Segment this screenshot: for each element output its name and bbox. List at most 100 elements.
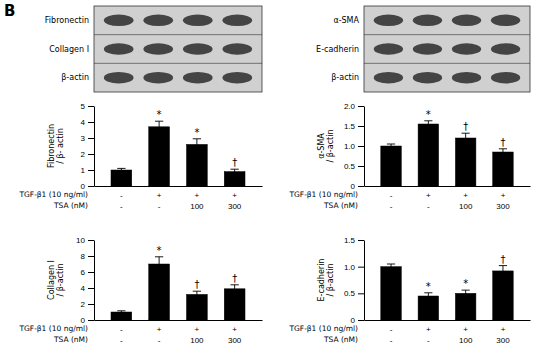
x-tick: + xyxy=(501,191,506,200)
bar xyxy=(381,267,402,320)
x-tick: + xyxy=(157,325,162,334)
plot-area xyxy=(381,264,513,320)
significance-symbol: * xyxy=(463,278,468,289)
x-axis-row: --100300 xyxy=(120,202,242,211)
x-tick-label: - xyxy=(120,325,123,334)
y-tick: 4 xyxy=(81,284,94,293)
blot-band xyxy=(413,15,442,26)
x-axis-line xyxy=(365,186,531,187)
x-tick: + xyxy=(195,191,200,200)
blot-image xyxy=(94,6,262,92)
x-tick-label: - xyxy=(390,191,393,200)
blot-label: Fibronectin xyxy=(45,16,89,25)
bar xyxy=(224,289,245,320)
y-tick-mark xyxy=(88,154,94,155)
x-tick-label: 300 xyxy=(228,336,242,345)
y-tick-mark xyxy=(358,320,364,321)
error-bar xyxy=(387,144,395,148)
error-bar xyxy=(117,168,125,171)
blot-band xyxy=(183,72,213,83)
x-tick: 100 xyxy=(190,336,204,345)
blot-label: β-actin xyxy=(61,73,89,82)
blot-image xyxy=(364,6,530,92)
blot: α-SMAE-cadherinβ-actin xyxy=(316,6,530,92)
plot-area xyxy=(111,121,245,186)
x-row-title: TSA (nM) xyxy=(323,201,358,210)
blot-band xyxy=(491,72,520,83)
bar xyxy=(493,152,514,186)
x-tick-label: + xyxy=(195,191,200,200)
significance-symbol: * xyxy=(194,127,199,138)
bar xyxy=(111,170,132,186)
x-tick-label: 100 xyxy=(190,202,204,211)
y-tick-mark xyxy=(88,170,94,171)
y-tick-label: 3 xyxy=(81,134,86,143)
y-axis-line xyxy=(94,107,95,187)
x-axis-row: --100300 xyxy=(390,336,510,345)
y-axis-line xyxy=(364,241,365,321)
y-tick-mark xyxy=(88,122,94,123)
bar xyxy=(455,138,476,186)
error-bar xyxy=(230,285,238,293)
y-axis-title: α-SMA/ β-actin xyxy=(317,130,335,163)
y-tick-label: 10 xyxy=(76,236,85,245)
blot-band xyxy=(413,43,442,54)
y-tick-label: 6 xyxy=(81,268,86,277)
x-tick: - xyxy=(427,336,430,345)
x-tick: 300 xyxy=(228,202,242,211)
y-tick-mark xyxy=(88,240,94,241)
error-bar xyxy=(193,139,201,150)
x-row-title: TGF-β1 (10 ng/ml) xyxy=(288,190,358,199)
y-axis: 0246810 xyxy=(76,236,94,325)
bar-panel: 00.51.01.52.0α-SMA/ β-actin-+++TGF-β1 (1… xyxy=(288,102,530,211)
x-row-title: TSA (nM) xyxy=(53,201,88,210)
x-row-title: TGF-β1 (10 ng/ml) xyxy=(18,324,88,333)
y-tick: 2 xyxy=(81,300,94,309)
x-tick: - xyxy=(390,202,393,211)
x-tick: + xyxy=(463,325,468,334)
y-tick-label: 1.5 xyxy=(344,236,356,245)
bar xyxy=(186,294,207,320)
y-tick-label: 1.5 xyxy=(344,122,356,131)
y-axis-title: Collagen I/ β-actin xyxy=(47,260,65,300)
error-bar xyxy=(155,121,163,132)
y-tick-mark xyxy=(88,138,94,139)
blot-band xyxy=(491,15,520,26)
y-tick: 1.5 xyxy=(344,236,364,245)
x-tick: 100 xyxy=(190,202,204,211)
y-tick-mark xyxy=(358,240,364,241)
bar xyxy=(455,293,476,320)
significance-symbol: * xyxy=(426,109,431,120)
blot-band xyxy=(452,72,481,83)
blot-band xyxy=(413,72,442,83)
x-axis-line xyxy=(95,320,263,321)
y-tick: 2 xyxy=(81,150,94,159)
figure: BFibronectinCollagen Iβ-actinα-SMAE-cadh… xyxy=(0,0,539,362)
blot-divider xyxy=(94,63,262,64)
y-axis: 00.51.01.52.0 xyxy=(344,102,365,191)
x-tick-label: - xyxy=(390,336,393,345)
significance-symbol: † xyxy=(232,273,237,284)
bar-panel: 0246810Collagen I/ β-actin-+++TGF-β1 (10… xyxy=(18,236,262,345)
error-bar xyxy=(387,264,395,269)
y-tick: 2.0 xyxy=(344,102,364,111)
significance-symbol: * xyxy=(426,281,431,292)
blot-band xyxy=(222,72,252,83)
y-tick-mark xyxy=(88,186,94,187)
blot-label: β-actin xyxy=(331,73,359,82)
blot-band xyxy=(491,43,520,54)
bar xyxy=(381,146,402,186)
bar xyxy=(149,127,170,186)
x-tick-label: - xyxy=(390,325,393,334)
y-tick-label: 2 xyxy=(81,150,86,159)
y-tick-label: 1.0 xyxy=(344,142,356,151)
x-tick-label: 300 xyxy=(496,202,510,211)
y-tick: 0.5 xyxy=(344,289,364,298)
error-bar xyxy=(117,311,125,313)
x-axis-line xyxy=(365,320,531,321)
blot-band xyxy=(374,15,403,26)
error-bar xyxy=(462,290,470,296)
y-tick: 0.5 xyxy=(344,162,364,171)
significance-symbol: * xyxy=(157,245,162,256)
x-tick-label: 100 xyxy=(459,336,473,345)
